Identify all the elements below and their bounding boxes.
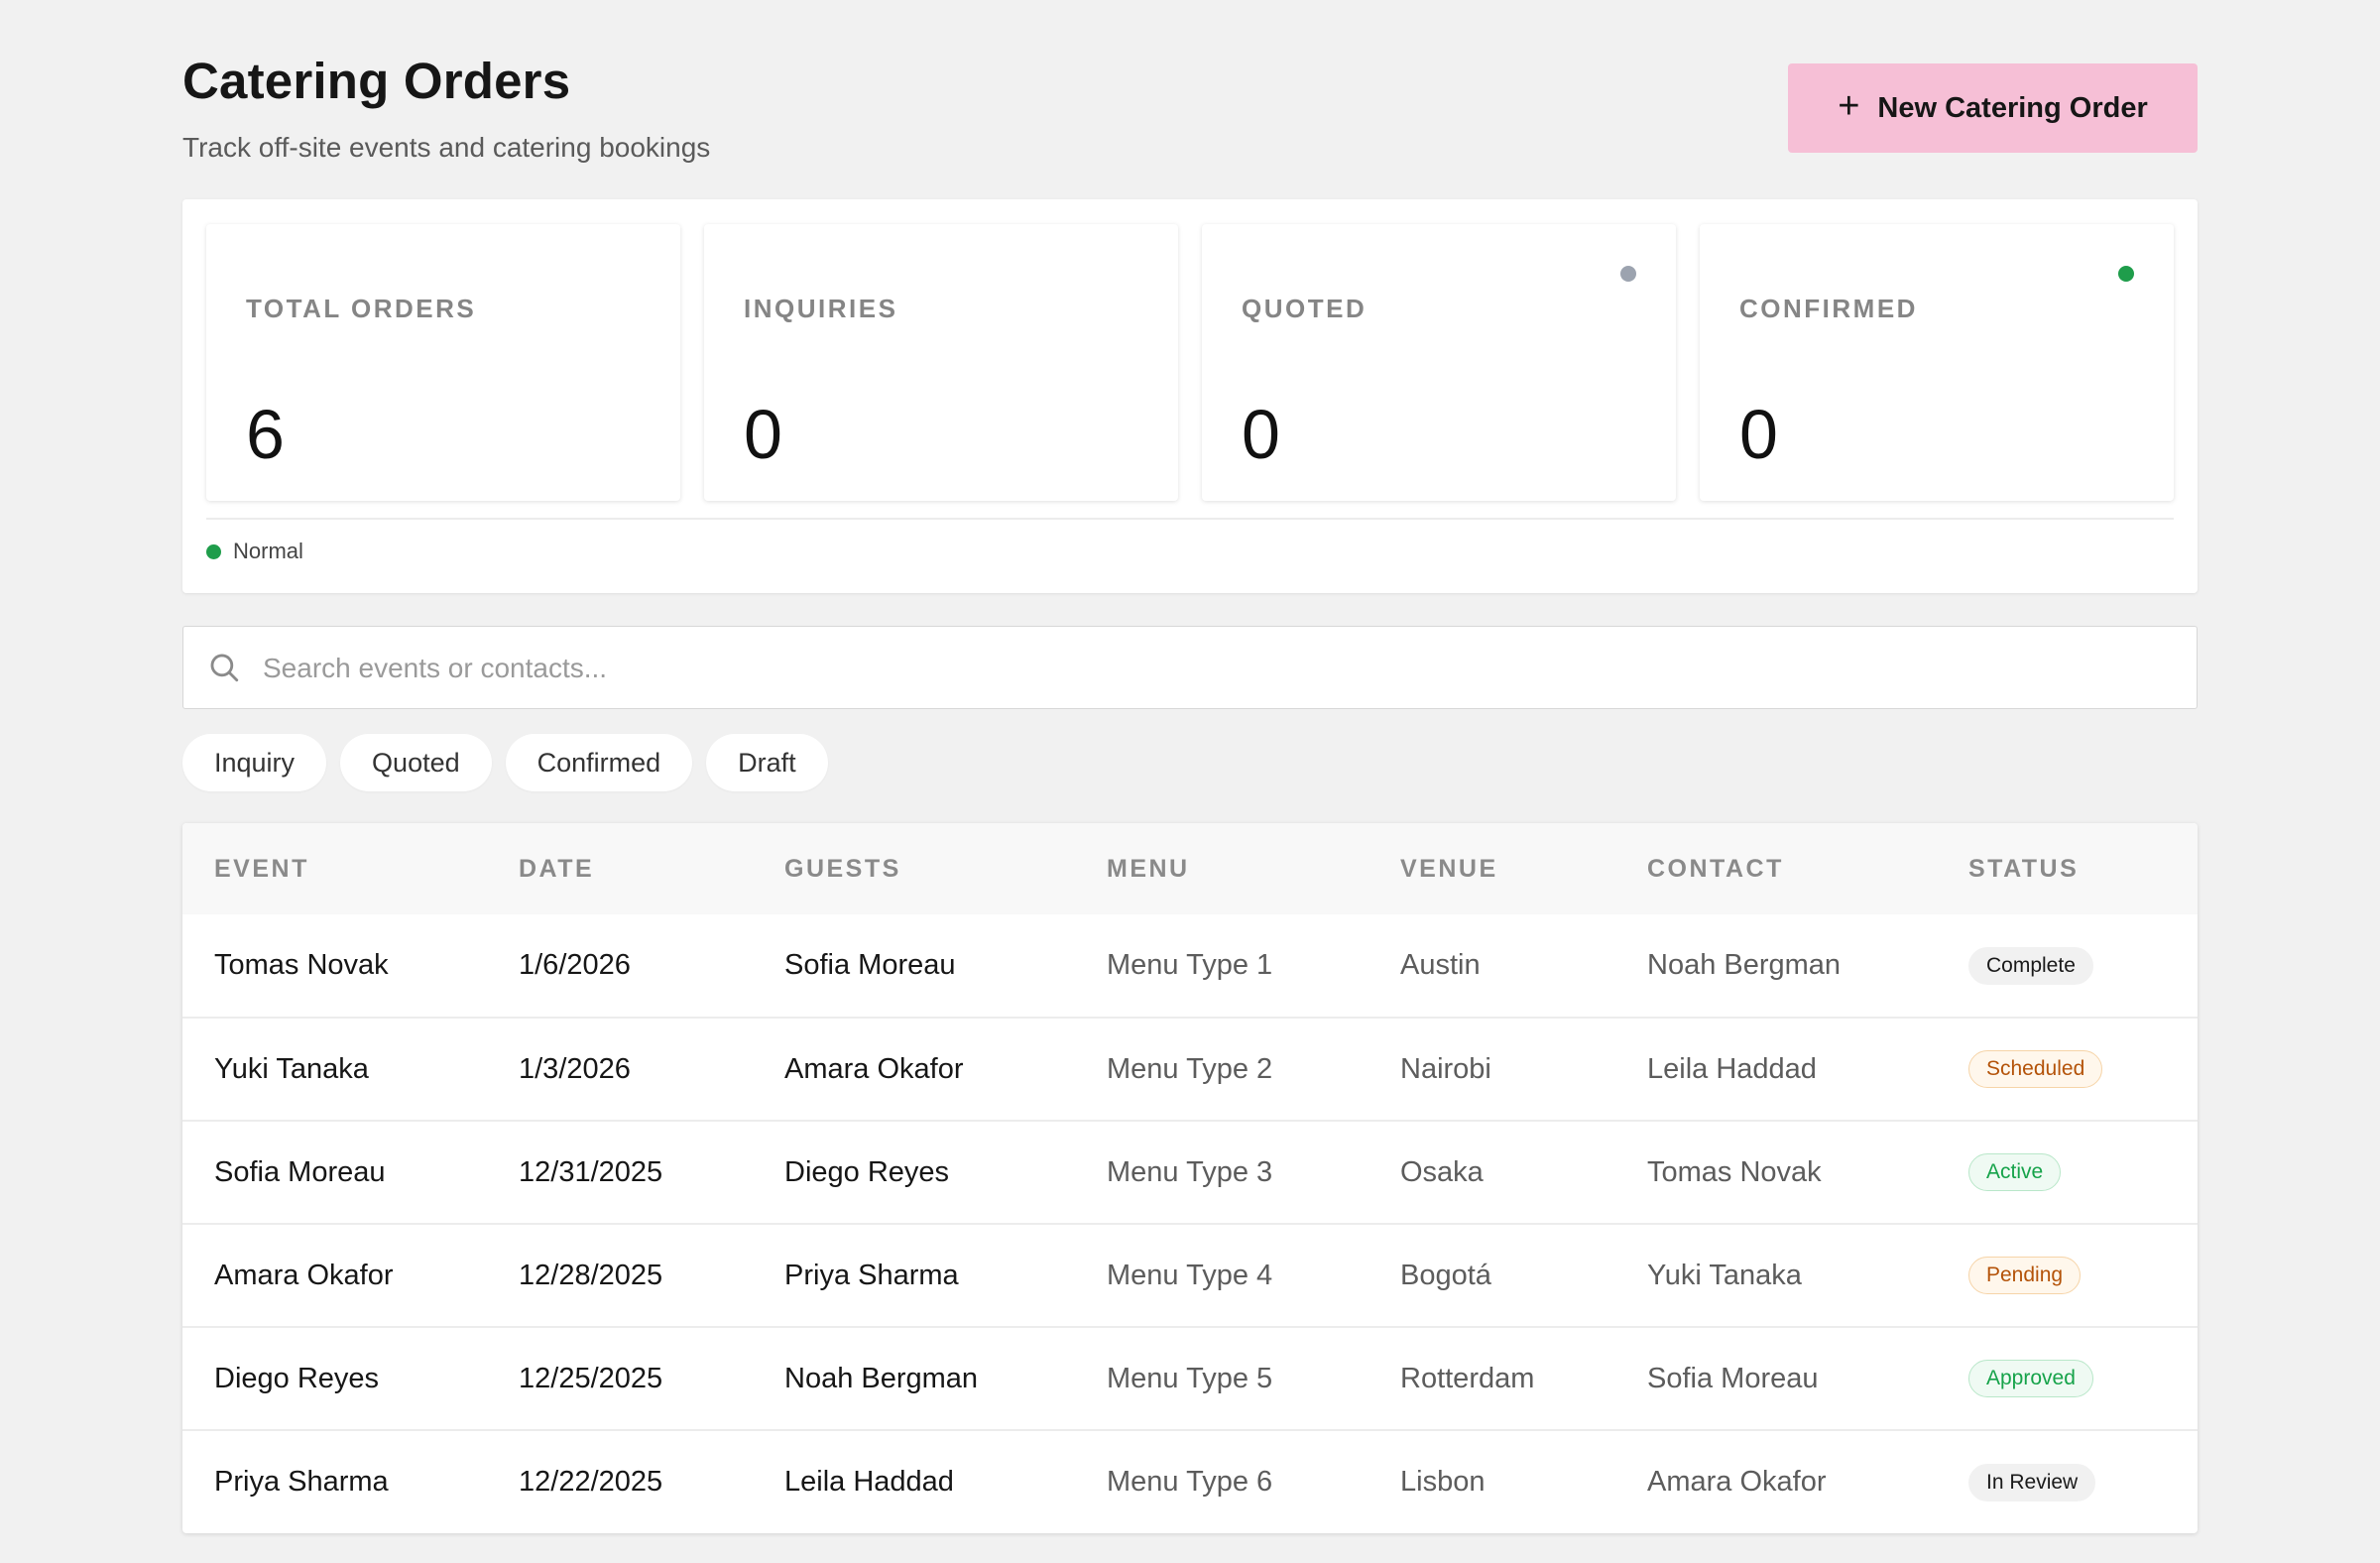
search-icon (210, 654, 239, 682)
stat-value: 0 (1739, 396, 1778, 473)
contact-cell: Noah Bergman (1647, 949, 1842, 981)
column-header-guests[interactable]: GUESTS (784, 854, 901, 883)
stats-panel: TOTAL ORDERS 6 INQUIRIES 0 QUOTED 0 CONF… (182, 199, 2198, 593)
status-badge: Approved (1968, 1360, 2093, 1397)
legend-dot (206, 543, 221, 559)
column-header-contact[interactable]: CONTACT (1647, 854, 1784, 883)
search-bar (182, 626, 2198, 710)
status-badge: In Review (1968, 1463, 2096, 1502)
menu-cell: Menu Type 2 (1107, 1052, 1273, 1085)
page-title: Catering Orders (182, 53, 571, 109)
stat-value: 0 (744, 396, 782, 473)
status-badge: Complete (1968, 946, 2093, 985)
stat-value: 0 (1242, 396, 1280, 473)
guests-cell: Priya Sharma (784, 1259, 959, 1291)
column-header-menu[interactable]: MENU (1107, 854, 1190, 883)
column-header-status[interactable]: STATUS (1968, 854, 2080, 883)
venue-cell: Nairobi (1400, 1052, 1491, 1085)
legend: Normal (206, 539, 303, 564)
event-cell: Amara Okafor (214, 1259, 394, 1291)
status-dot (1620, 266, 1636, 282)
contact-cell: Tomas Novak (1647, 1155, 1822, 1188)
stat-label: CONFIRMED (1739, 294, 1918, 323)
divider (206, 518, 2174, 520)
guests-cell: Sofia Moreau (784, 949, 956, 981)
column-header-date[interactable]: DATE (519, 854, 595, 883)
filter-chip-quoted[interactable]: Quoted (340, 734, 492, 791)
search-input[interactable] (261, 627, 2149, 710)
contact-cell: Sofia Moreau (1647, 1362, 1819, 1394)
contact-cell: Yuki Tanaka (1647, 1259, 1802, 1291)
stat-card-inquiries: INQUIRIES 0 (704, 224, 1178, 501)
status-cell: Scheduled (1937, 1018, 2198, 1121)
event-cell: Diego Reyes (214, 1362, 380, 1394)
venue-cell: Rotterdam (1400, 1362, 1535, 1394)
event-cell: Priya Sharma (214, 1466, 389, 1498)
venue-cell: Bogotá (1400, 1259, 1491, 1291)
legend-label: Normal (233, 539, 303, 563)
table-row[interactable]: Sofia Moreau 12/31/2025 Diego Reyes Menu… (182, 1121, 2198, 1224)
date-cell: 1/3/2026 (519, 1052, 631, 1085)
stat-card-total-orders: TOTAL ORDERS 6 (206, 224, 680, 501)
orders-table: EVENT DATE GUESTS MENU VENUE CONTACT STA… (182, 823, 2198, 1533)
guests-cell: Leila Haddad (784, 1466, 954, 1498)
stat-label: INQUIRIES (744, 294, 898, 323)
contact-cell: Amara Okafor (1647, 1466, 1827, 1498)
menu-cell: Menu Type 6 (1107, 1466, 1273, 1498)
column-header-venue[interactable]: VENUE (1400, 854, 1498, 883)
filter-chip-inquiry[interactable]: Inquiry (182, 734, 327, 791)
filter-chip-confirmed[interactable]: Confirmed (505, 734, 693, 791)
event-cell: Sofia Moreau (214, 1155, 386, 1188)
stat-value: 6 (246, 396, 285, 473)
status-dot (2118, 266, 2134, 282)
status-badge: Active (1968, 1153, 2062, 1191)
guests-cell: Amara Okafor (784, 1052, 964, 1085)
new-catering-order-button[interactable]: + New Catering Order (1788, 63, 2198, 153)
date-cell: 1/6/2026 (519, 949, 631, 981)
status-cell: In Review (1937, 1430, 2198, 1533)
status-badge: Pending (1968, 1257, 2082, 1294)
event-cell: Yuki Tanaka (214, 1052, 369, 1085)
status-badge: Scheduled (1968, 1050, 2103, 1088)
guests-cell: Noah Bergman (784, 1362, 979, 1394)
status-cell: Complete (1937, 914, 2198, 1018)
contact-cell: Leila Haddad (1647, 1052, 1817, 1085)
table-row[interactable]: Tomas Novak 1/6/2026 Sofia Moreau Menu T… (182, 914, 2198, 1018)
stat-label: TOTAL ORDERS (246, 294, 477, 323)
filter-chips: Inquiry Quoted Confirmed Draft (182, 734, 828, 791)
table-header-row: EVENT DATE GUESTS MENU VENUE CONTACT STA… (182, 823, 2198, 914)
venue-cell: Osaka (1400, 1155, 1484, 1188)
status-cell: Approved (1937, 1327, 2198, 1430)
page-subtitle: Track off-site events and catering booki… (182, 132, 711, 163)
venue-cell: Austin (1400, 949, 1481, 981)
date-cell: 12/31/2025 (519, 1155, 663, 1188)
stat-label: QUOTED (1242, 294, 1368, 323)
date-cell: 12/22/2025 (519, 1466, 663, 1498)
menu-cell: Menu Type 3 (1107, 1155, 1273, 1188)
guests-cell: Diego Reyes (784, 1155, 950, 1188)
menu-cell: Menu Type 1 (1107, 949, 1273, 981)
filter-chip-draft[interactable]: Draft (706, 734, 828, 791)
event-cell: Tomas Novak (214, 949, 389, 981)
column-header-event[interactable]: EVENT (214, 854, 309, 883)
menu-cell: Menu Type 4 (1107, 1259, 1273, 1291)
table-row[interactable]: Yuki Tanaka 1/3/2026 Amara Okafor Menu T… (182, 1018, 2198, 1121)
date-cell: 12/28/2025 (519, 1259, 663, 1291)
venue-cell: Lisbon (1400, 1466, 1486, 1498)
date-cell: 12/25/2025 (519, 1362, 663, 1394)
menu-cell: Menu Type 5 (1107, 1362, 1273, 1394)
status-cell: Pending (1937, 1224, 2198, 1327)
stat-card-confirmed: CONFIRMED 0 (1700, 224, 2174, 501)
stat-card-quoted: QUOTED 0 (1202, 224, 1676, 501)
table-row[interactable]: Amara Okafor 12/28/2025 Priya Sharma Men… (182, 1224, 2198, 1327)
table-row[interactable]: Priya Sharma 12/22/2025 Leila Haddad Men… (182, 1430, 2198, 1533)
table-row[interactable]: Diego Reyes 12/25/2025 Noah Bergman Menu… (182, 1327, 2198, 1430)
plus-icon: + (1838, 85, 1860, 127)
new-catering-order-label: New Catering Order (1877, 91, 2148, 124)
status-cell: Active (1937, 1121, 2198, 1224)
